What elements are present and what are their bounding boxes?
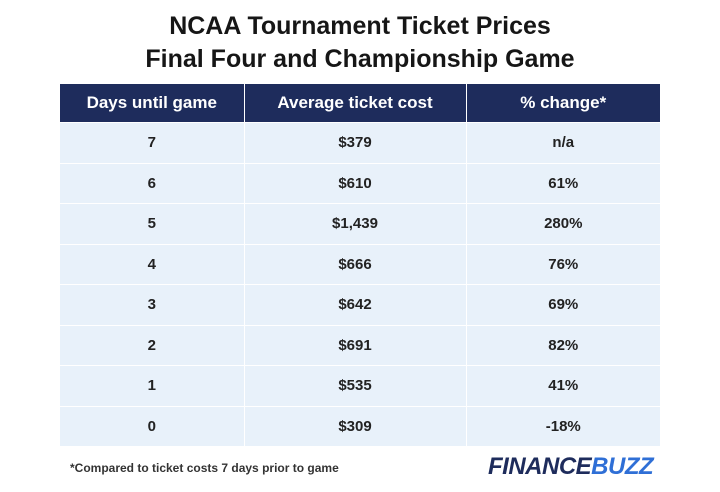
chart-title: NCAA Tournament Ticket Prices (169, 12, 551, 40)
footnote: *Compared to ticket costs 7 days prior t… (70, 461, 339, 475)
table-row: 4 $666 76% (60, 243, 660, 285)
cell-change: 61% (466, 162, 660, 204)
table-row: 7 $379 n/a (60, 122, 660, 163)
cell-change: 41% (466, 365, 660, 406)
chart-subtitle: Final Four and Championship Game (145, 45, 575, 73)
chart-title-block: NCAA Tournament Ticket Prices Final Four… (0, 10, 720, 76)
cell-days: 4 (60, 243, 245, 285)
table-row: 0 $309 -18% (60, 405, 660, 446)
ticket-price-table-container: Days until game Average ticket cost % ch… (60, 84, 660, 446)
cell-days: 0 (60, 405, 245, 446)
cell-cost: $691 (244, 324, 467, 366)
cell-days: 7 (60, 122, 245, 163)
cell-days: 1 (60, 365, 245, 406)
table-body: 7 $379 n/a 6 $610 61% 5 $1,439 280% 4 $6… (60, 122, 660, 446)
financebuzz-logo: FINANCEBUZZ (488, 451, 658, 483)
cell-change: 280% (466, 203, 660, 244)
cell-days: 5 (60, 203, 245, 244)
table-row: 6 $610 61% (60, 162, 660, 204)
logo-text-buzz: BUZZ (591, 453, 654, 480)
cell-cost: $1,439 (244, 203, 467, 244)
table-row: 5 $1,439 280% (60, 203, 660, 244)
cell-days: 6 (60, 162, 245, 204)
table-row: 2 $691 82% (60, 324, 660, 366)
cell-cost: $535 (244, 365, 467, 406)
column-header-change: % change* (466, 84, 660, 123)
column-header-days: Days until game (60, 84, 245, 123)
table-row: 1 $535 41% (60, 365, 660, 406)
cell-days: 2 (60, 324, 245, 366)
cell-days: 3 (60, 284, 245, 325)
table-row: 3 $642 69% (60, 284, 660, 325)
cell-change: -18% (466, 405, 660, 446)
cell-cost: $642 (244, 284, 467, 325)
cell-cost: $309 (244, 405, 467, 446)
cell-change: 76% (466, 243, 660, 285)
cell-cost: $610 (244, 162, 467, 204)
cell-cost: $666 (244, 243, 467, 285)
logo-text-finance: FINANCE (488, 453, 592, 480)
table-header-row: Days until game Average ticket cost % ch… (60, 84, 660, 123)
ticket-price-table: Days until game Average ticket cost % ch… (60, 84, 660, 446)
column-header-cost: Average ticket cost (244, 84, 467, 123)
cell-cost: $379 (244, 122, 467, 163)
cell-change: 69% (466, 284, 660, 325)
cell-change: n/a (466, 122, 660, 163)
cell-change: 82% (466, 324, 660, 366)
